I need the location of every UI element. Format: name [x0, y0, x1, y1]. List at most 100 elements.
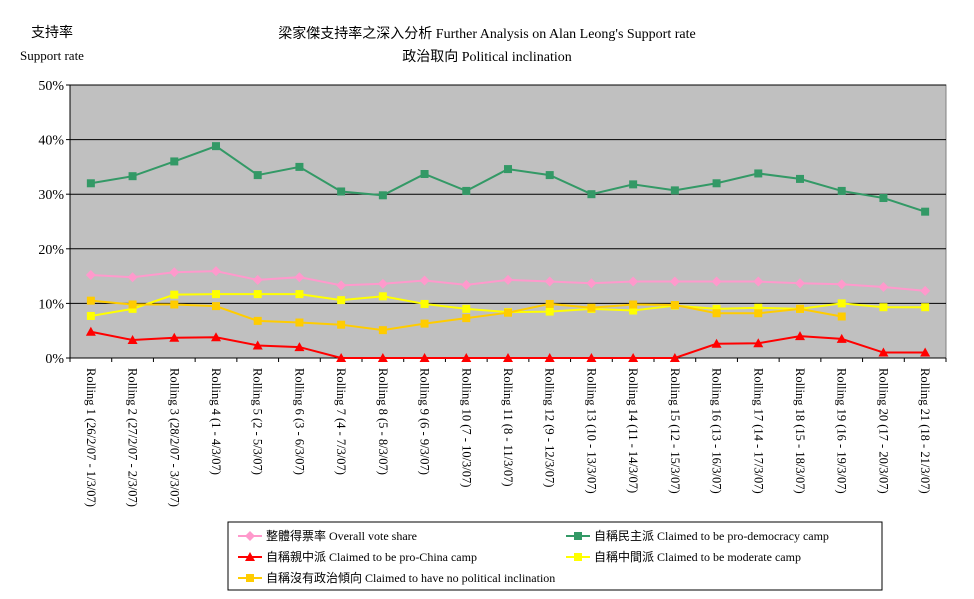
legend-label: 自稱中間派 Claimed to be moderate camp [594, 549, 801, 564]
data-point [246, 574, 254, 582]
legend-box [227, 521, 883, 591]
data-point [253, 171, 262, 180]
data-point [252, 340, 263, 350]
data-point [753, 276, 764, 287]
data-point [295, 162, 304, 171]
x-tick-label: Rolling 9 (6 - 9/3/07) [418, 368, 432, 475]
data-point [378, 326, 387, 335]
legend-item: 整體得票率 Overall vote share [238, 528, 417, 543]
data-point [336, 280, 347, 291]
x-axis-ticks: Rolling 1 (26/2/07 - 1/3/07) Rolling 2 (2… [69, 358, 947, 507]
data-point [586, 353, 597, 362]
data-point [795, 331, 805, 341]
data-point [545, 171, 554, 180]
data-point [878, 347, 889, 357]
data-point [419, 353, 430, 362]
data-point [836, 279, 847, 290]
x-tick-label: Rolling 1 (26/2/07 - 1/3/07) [84, 368, 98, 507]
legend-item: 自稱親中派 Claimed to be pro-China camp [238, 549, 477, 564]
data-point [86, 311, 95, 320]
data-point [670, 186, 679, 195]
data-point [128, 300, 137, 309]
data-point [212, 290, 220, 299]
data-point [337, 187, 346, 196]
data-point [754, 303, 763, 312]
x-tick-label: Rolling 16 (13 - 16/3/07) [710, 368, 724, 494]
data-point [587, 303, 596, 312]
data-point [629, 300, 638, 309]
data-point [85, 270, 96, 281]
data-point [796, 304, 804, 313]
legend-item: 自稱沒有政治傾向 Claimed to have no political in… [238, 570, 555, 585]
data-point [170, 300, 179, 309]
data-point [212, 302, 220, 311]
y-tick-label: 50% [38, 79, 64, 94]
data-point [670, 301, 679, 310]
data-point [170, 290, 179, 299]
data-point [86, 296, 95, 305]
data-point [420, 319, 429, 328]
data-point [462, 304, 471, 313]
data-point [711, 338, 722, 348]
y-tick-label: 0% [45, 352, 64, 367]
x-tick-label: Rolling 21 (18 - 21/3/07) [918, 368, 932, 494]
data-point [628, 353, 639, 362]
data-point [879, 194, 888, 203]
data-point [587, 190, 596, 199]
data-point [754, 309, 763, 318]
x-tick-label: Rolling 13 (10 - 13/3/07) [584, 368, 598, 494]
legend-label: 自稱沒有政治傾向 Claimed to have no political in… [266, 570, 555, 585]
data-point [503, 274, 513, 285]
data-point [170, 157, 179, 166]
data-point [544, 353, 555, 362]
data-point [878, 282, 889, 293]
chart-title: 梁家傑支持率之深入分析 Further Analysis on Alan Leo… [278, 25, 695, 42]
series-group [85, 142, 931, 362]
data-point [545, 307, 554, 316]
data-point [295, 318, 304, 327]
data-point [712, 309, 721, 318]
data-point [669, 276, 680, 287]
data-point [754, 169, 763, 178]
data-point [586, 278, 597, 289]
data-point [211, 266, 221, 277]
data-point [127, 272, 138, 283]
y-axis-ticks: 0% 10% 20% 30% 40% 50% [38, 79, 946, 367]
x-tick-label: Rolling 7 (4 - 7/3/07) [334, 368, 348, 475]
legend-label: 自稱民主派 Claimed to be pro-democracy camp [594, 529, 829, 543]
data-point [753, 338, 764, 348]
x-tick-label: Rolling 3 (28/2/07 - 3/3/07) [167, 368, 181, 507]
data-point [419, 275, 430, 286]
x-tick-label: Rolling 20 (17 - 20/3/07) [876, 368, 890, 494]
data-point [85, 326, 96, 336]
y-tick-label: 10% [38, 297, 64, 312]
data-point [337, 320, 346, 329]
series-4 [86, 296, 846, 335]
series-1 [86, 142, 930, 216]
legend: 整體得票率 Overall vote share 自稱民主派 Claimed to… [227, 521, 883, 591]
data-point [712, 179, 721, 188]
data-point [253, 316, 262, 325]
legend-item: 自稱中間派 Claimed to be moderate camp [566, 549, 801, 564]
data-point [128, 304, 137, 313]
plot-area [69, 84, 947, 359]
x-tick-label: Rolling 6 (3 - 6/3/07) [292, 368, 306, 475]
data-point [504, 308, 512, 317]
data-point [629, 306, 638, 315]
y-tick-label: 30% [38, 188, 64, 203]
data-point [378, 191, 387, 200]
x-tick-label: Rolling 14 (11 - 14/3/07) [626, 368, 640, 493]
data-point [712, 304, 721, 313]
x-tick-label: Rolling 5 (2 - 5/3/07) [251, 368, 265, 475]
data-point [629, 180, 638, 189]
chart-subtitle: 政治取向 Political inclination [402, 49, 572, 65]
data-point [545, 299, 554, 308]
data-point [462, 186, 471, 195]
data-point [503, 353, 513, 362]
y-axis-label-zh: 支持率 [31, 24, 73, 41]
data-point [127, 334, 138, 344]
data-point [294, 342, 305, 352]
data-point [544, 276, 555, 287]
data-point [169, 332, 180, 342]
